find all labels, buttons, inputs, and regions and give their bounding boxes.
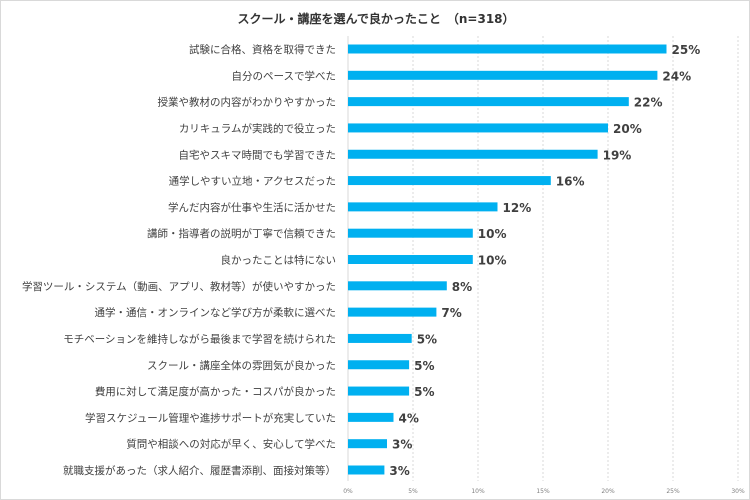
x-tick-label: 15% <box>536 488 550 495</box>
bar <box>348 255 473 264</box>
x-tick-label: 30% <box>731 488 745 495</box>
category-label: 試験に合格、資格を取得できた <box>189 43 336 56</box>
category-label: 通学・通信・オンラインなど学び方が柔軟に選べた <box>95 306 337 319</box>
bar <box>348 307 437 317</box>
category-label: 自分のペースで学べた <box>232 69 336 82</box>
data-label: 7% <box>441 306 461 320</box>
bar <box>348 149 598 159</box>
data-label: 5% <box>414 385 434 399</box>
bar <box>348 202 498 212</box>
data-label: 3% <box>389 464 409 478</box>
data-label: 3% <box>392 438 412 452</box>
x-tick-label: 20% <box>601 488 615 495</box>
x-tick-label: 0% <box>343 488 353 495</box>
data-label: 4% <box>399 411 419 425</box>
data-label: 5% <box>417 332 437 346</box>
category-label: スクール・講座全体の雰囲気が良かった <box>147 359 336 372</box>
bar <box>348 465 385 475</box>
bar <box>348 228 473 238</box>
category-label: 学習スケジュール管理や進捗サポートが充実していた <box>85 411 336 424</box>
bar <box>348 412 394 422</box>
data-label: 16% <box>556 175 585 189</box>
category-label: カリキュラムが実践的で役立った <box>179 122 336 135</box>
bar <box>348 123 608 133</box>
data-label: 12% <box>503 201 532 215</box>
data-label: 24% <box>662 69 691 83</box>
data-label: 8% <box>452 280 472 294</box>
data-label: 25% <box>672 43 701 57</box>
data-label: 20% <box>613 122 642 136</box>
category-label: 授業や教材の内容がわかりやすかった <box>158 96 337 109</box>
bar <box>348 333 412 343</box>
bar <box>348 97 629 107</box>
chart-title: スクール・講座を選んで良かったこと （n=318） <box>237 12 515 26</box>
category-label: 就職支援があった（求人紹介、履歴書添削、面接対策等） <box>63 464 336 477</box>
category-label: 講師・指導者の説明が丁寧で信頼できた <box>147 227 336 240</box>
bar <box>348 386 410 396</box>
category-label: 費用に対して満足度が高かった・コスパが良かった <box>95 385 336 398</box>
x-tick-label: 5% <box>408 488 418 495</box>
data-label: 10% <box>478 254 507 268</box>
bar <box>348 70 658 80</box>
bar <box>348 176 551 186</box>
data-label: 5% <box>414 359 434 373</box>
category-label: 通学しやすい立地・アクセスだった <box>169 175 336 188</box>
category-label: 質問や相談への対応が早く、安心して学べた <box>126 438 336 451</box>
bar <box>348 439 387 449</box>
bar <box>348 281 447 291</box>
bar <box>348 44 667 54</box>
x-tick-label: 10% <box>471 488 485 495</box>
category-label: モチベーションを維持しながら最後まで学習を続けられた <box>63 332 336 345</box>
category-label: 学習ツール・システム（動画、アプリ、教材等）が使いやすかった <box>22 280 336 293</box>
category-label: 自宅やスキマ時間でも学習できた <box>179 148 337 161</box>
bar <box>348 360 410 370</box>
category-label: 良かったことは特にない <box>221 254 337 267</box>
data-label: 19% <box>603 148 632 162</box>
data-label: 22% <box>634 96 663 110</box>
category-label: 学んだ内容が仕事や生活に活かせた <box>168 201 336 214</box>
data-label: 10% <box>478 227 507 241</box>
x-tick-label: 25% <box>666 488 680 495</box>
